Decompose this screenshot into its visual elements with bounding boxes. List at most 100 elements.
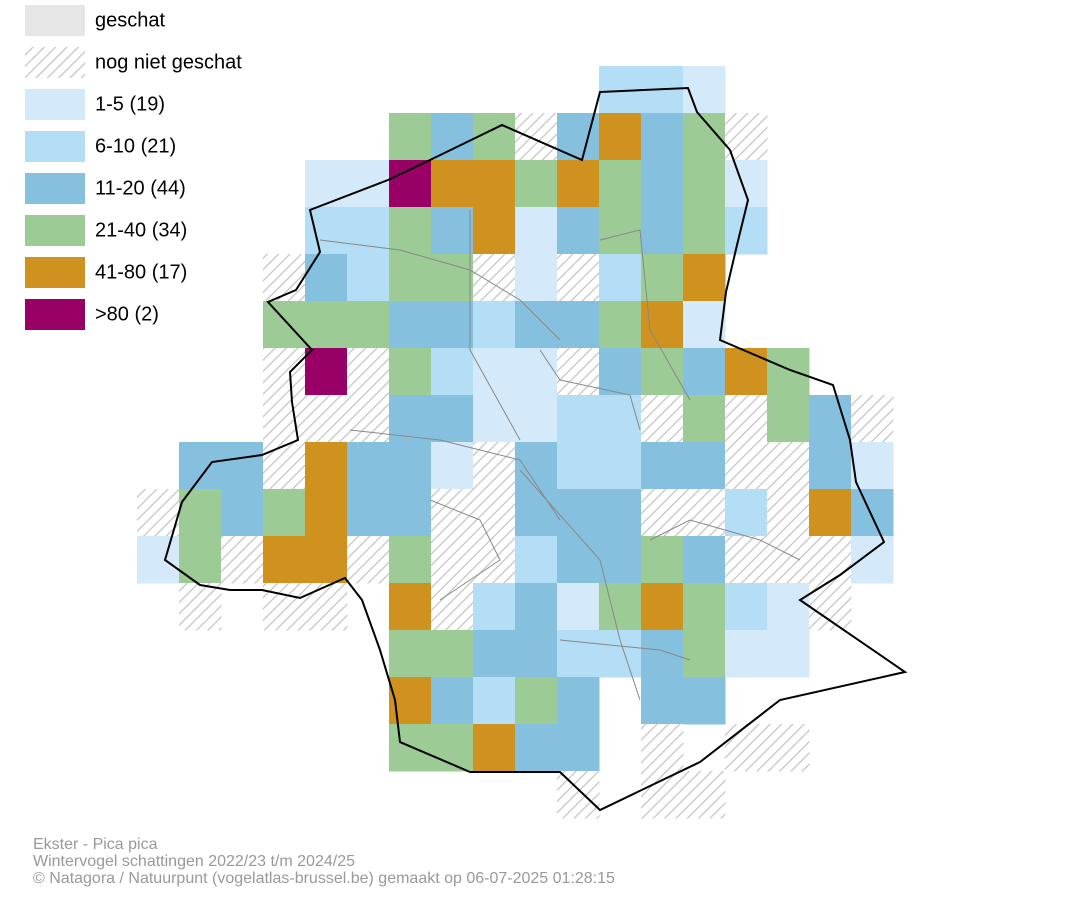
legend-label: 41-80 (17) — [95, 261, 187, 283]
legend-swatch — [25, 173, 85, 204]
grid-cell — [641, 348, 684, 396]
grid-cell — [683, 207, 726, 255]
grid-cell — [347, 207, 390, 255]
footer-line: Wintervogel schattingen 2022/23 t/m 2024… — [33, 853, 355, 870]
grid-cell — [347, 160, 390, 208]
grid-cell — [179, 442, 222, 490]
grid-cell — [515, 583, 558, 631]
grid-cell — [725, 160, 768, 208]
grid-cell — [515, 724, 558, 772]
grid-cell — [599, 348, 642, 396]
grid-cell — [641, 771, 684, 819]
legend-label: 11-20 (44) — [95, 177, 186, 199]
grid-cell — [305, 160, 348, 208]
grid-cell — [305, 442, 348, 490]
grid-cell — [389, 301, 432, 349]
grid-cell — [683, 348, 726, 396]
grid-cell — [389, 395, 432, 443]
grid-cell — [641, 583, 684, 631]
grid-cell — [599, 630, 642, 678]
grid-cell — [305, 348, 348, 396]
grid-cell — [683, 489, 726, 537]
grid-cell — [179, 583, 222, 631]
grid-cell — [557, 442, 600, 490]
grid-cell — [515, 677, 558, 725]
grid-cell — [473, 724, 516, 772]
grid-cell — [473, 395, 516, 443]
grid-cell — [683, 630, 726, 678]
district-lines — [319, 210, 801, 701]
grid-cell — [683, 254, 726, 302]
grid-cell — [641, 113, 684, 161]
grid-cell — [473, 254, 516, 302]
grid-cell — [473, 583, 516, 631]
grid-cell — [641, 677, 684, 725]
grid-cell — [599, 395, 642, 443]
grid-cell — [347, 489, 390, 537]
grid-cell — [725, 348, 768, 396]
grid-cell — [263, 536, 306, 584]
grid-cell — [767, 442, 810, 490]
grid-cell — [725, 207, 768, 255]
grid-cell — [557, 677, 600, 725]
grid-cell — [473, 348, 516, 396]
grid-cell — [431, 583, 474, 631]
grid-cell — [305, 395, 348, 443]
grid-cell — [389, 442, 432, 490]
grid-cell — [515, 536, 558, 584]
grid-cell — [599, 583, 642, 631]
grid-cell — [599, 489, 642, 537]
grid-cell — [179, 536, 222, 584]
grid-cell — [767, 395, 810, 443]
grid-cell — [599, 207, 642, 255]
grid-cell — [641, 489, 684, 537]
grid-cell — [347, 301, 390, 349]
grid-cell — [725, 442, 768, 490]
grid-cell — [347, 348, 390, 396]
grid-cell — [683, 583, 726, 631]
grid-cell — [137, 489, 180, 537]
grid-cell — [515, 254, 558, 302]
grid-cell — [599, 442, 642, 490]
grid-cell — [809, 536, 852, 584]
grid-cell — [767, 536, 810, 584]
grid-cell — [557, 630, 600, 678]
grid-cell — [557, 301, 600, 349]
grid-cell — [431, 395, 474, 443]
grid-cell — [641, 254, 684, 302]
grid-cell — [809, 489, 852, 537]
grid-cell — [263, 348, 306, 396]
grid-cell — [725, 395, 768, 443]
grid-cell — [851, 536, 894, 584]
grid-cell — [389, 583, 432, 631]
footer-line: Ekster - Pica pica — [33, 836, 158, 853]
grid-cell — [641, 395, 684, 443]
grid-cell — [767, 630, 810, 678]
grid-cell — [809, 395, 852, 443]
footer-line: © Natagora / Natuurpunt (vogelatlas-brus… — [33, 870, 615, 887]
grid-cell — [641, 207, 684, 255]
grid-cell — [557, 160, 600, 208]
grid-cell — [389, 630, 432, 678]
grid-cell — [431, 113, 474, 161]
grid-cell — [431, 160, 474, 208]
grid-cell — [557, 583, 600, 631]
legend-label: 1-5 (19) — [95, 93, 165, 115]
legend-swatch — [25, 257, 85, 288]
grid-cell — [263, 583, 306, 631]
grid-cell — [515, 348, 558, 396]
grid-cell — [851, 395, 894, 443]
grid-cell — [473, 442, 516, 490]
grid-cell — [725, 724, 768, 772]
legend-swatch — [25, 131, 85, 162]
grid-cell — [599, 113, 642, 161]
grid-cell — [431, 207, 474, 255]
grid-cell — [347, 254, 390, 302]
grid-cell — [263, 395, 306, 443]
grid-cell — [557, 207, 600, 255]
grid-cell — [599, 536, 642, 584]
grid-cell — [557, 771, 600, 819]
grid-cell — [305, 583, 348, 631]
grid-cell — [389, 254, 432, 302]
